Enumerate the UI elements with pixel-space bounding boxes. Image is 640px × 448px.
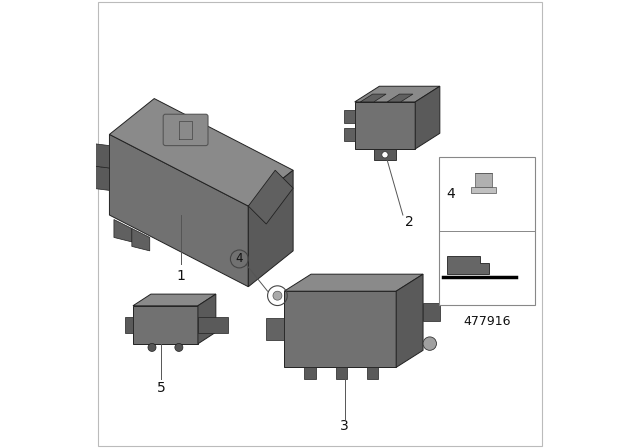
Text: 5: 5 bbox=[157, 380, 165, 395]
Circle shape bbox=[175, 343, 183, 351]
Polygon shape bbox=[447, 256, 490, 274]
Circle shape bbox=[273, 291, 282, 300]
Polygon shape bbox=[355, 102, 415, 149]
Text: 4: 4 bbox=[447, 187, 456, 201]
Polygon shape bbox=[415, 86, 440, 149]
Polygon shape bbox=[109, 134, 248, 287]
Polygon shape bbox=[344, 128, 355, 141]
Polygon shape bbox=[355, 86, 440, 102]
FancyBboxPatch shape bbox=[163, 114, 208, 146]
Polygon shape bbox=[133, 294, 216, 306]
Text: 1: 1 bbox=[177, 268, 186, 283]
Polygon shape bbox=[360, 94, 386, 102]
Text: 4: 4 bbox=[236, 252, 243, 266]
FancyBboxPatch shape bbox=[471, 187, 496, 193]
Polygon shape bbox=[305, 367, 316, 379]
Polygon shape bbox=[423, 303, 440, 321]
Polygon shape bbox=[133, 306, 198, 344]
Polygon shape bbox=[92, 166, 109, 190]
Polygon shape bbox=[114, 220, 132, 242]
Polygon shape bbox=[248, 170, 293, 287]
Circle shape bbox=[148, 343, 156, 351]
Polygon shape bbox=[248, 170, 293, 224]
Polygon shape bbox=[132, 228, 150, 251]
Polygon shape bbox=[387, 94, 413, 102]
Text: 3: 3 bbox=[340, 419, 349, 434]
FancyBboxPatch shape bbox=[475, 173, 492, 187]
Polygon shape bbox=[266, 318, 284, 340]
Polygon shape bbox=[396, 274, 423, 367]
Polygon shape bbox=[109, 99, 293, 206]
Polygon shape bbox=[198, 294, 216, 344]
Circle shape bbox=[423, 337, 436, 350]
Polygon shape bbox=[125, 317, 133, 333]
Polygon shape bbox=[367, 367, 378, 379]
Text: 477916: 477916 bbox=[463, 315, 511, 328]
Polygon shape bbox=[198, 317, 228, 333]
Polygon shape bbox=[344, 110, 355, 123]
FancyBboxPatch shape bbox=[439, 157, 535, 305]
Text: 2: 2 bbox=[405, 215, 414, 229]
Polygon shape bbox=[336, 367, 347, 379]
Polygon shape bbox=[92, 143, 109, 168]
Polygon shape bbox=[374, 149, 396, 160]
Polygon shape bbox=[284, 291, 396, 367]
Polygon shape bbox=[284, 274, 423, 291]
Circle shape bbox=[382, 151, 388, 158]
